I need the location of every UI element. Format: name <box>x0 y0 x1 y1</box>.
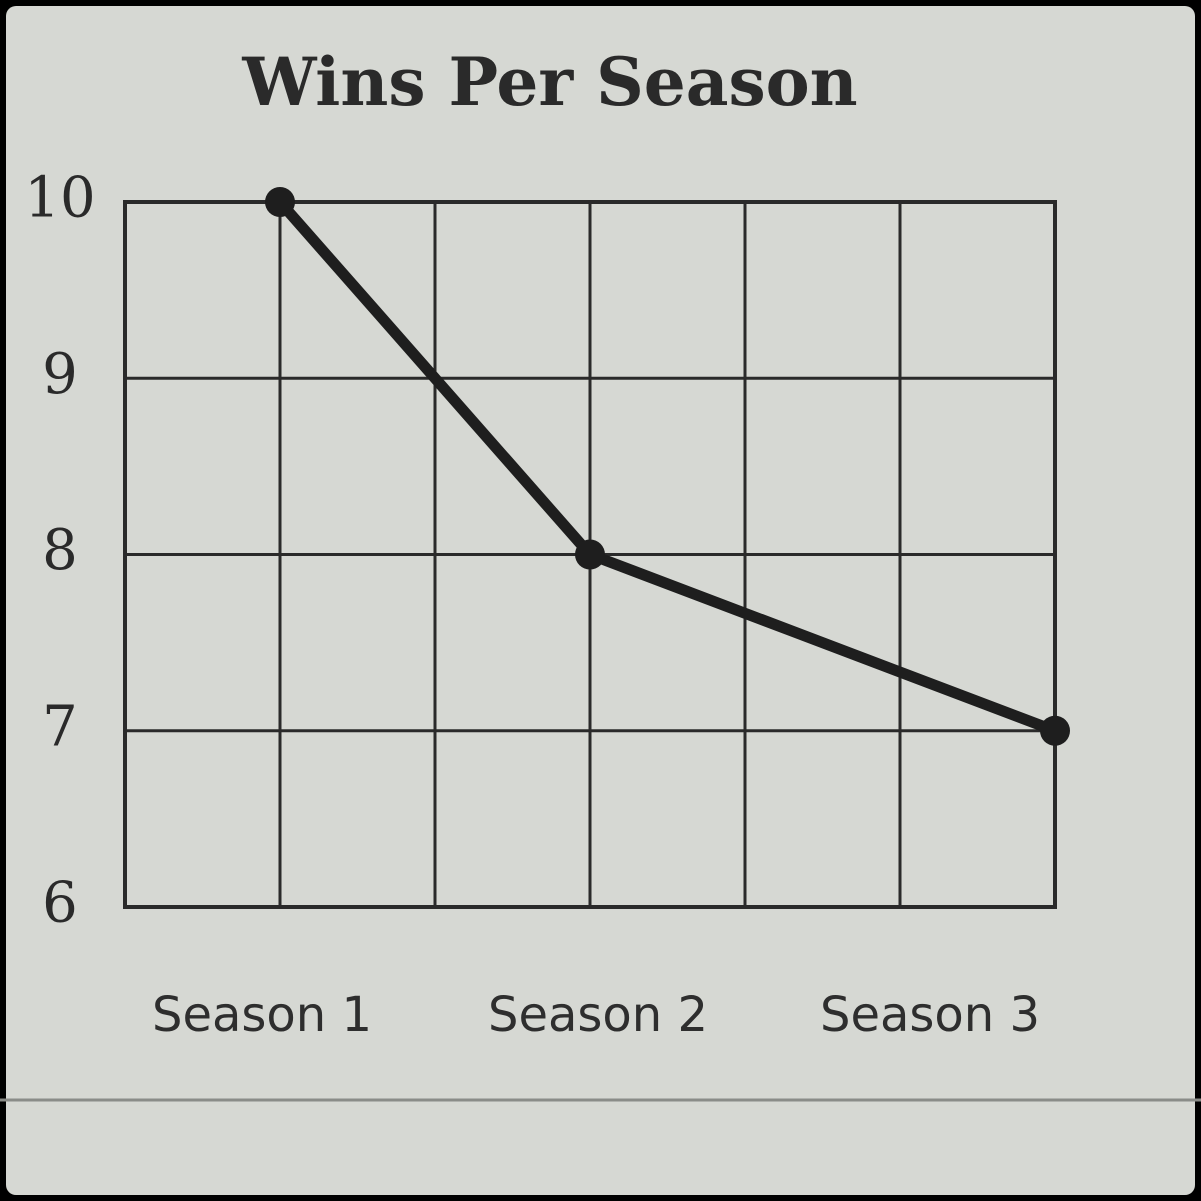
background <box>6 6 1195 1195</box>
data-point <box>265 187 295 217</box>
chart-title: Wins Per Season <box>241 43 857 121</box>
x-tick-label: Season 2 <box>488 987 708 1043</box>
x-tick-label: Season 3 <box>820 987 1040 1043</box>
y-tick-label: 8 <box>42 518 78 583</box>
y-tick-label: 10 <box>24 166 95 231</box>
x-tick-label: Season 1 <box>152 987 372 1043</box>
data-point <box>575 539 605 570</box>
data-point <box>1040 715 1070 746</box>
y-tick-label: 9 <box>42 342 78 407</box>
plot-frame <box>123 200 1057 909</box>
y-tick-label: 7 <box>42 694 78 759</box>
y-tick-label: 6 <box>42 871 78 936</box>
